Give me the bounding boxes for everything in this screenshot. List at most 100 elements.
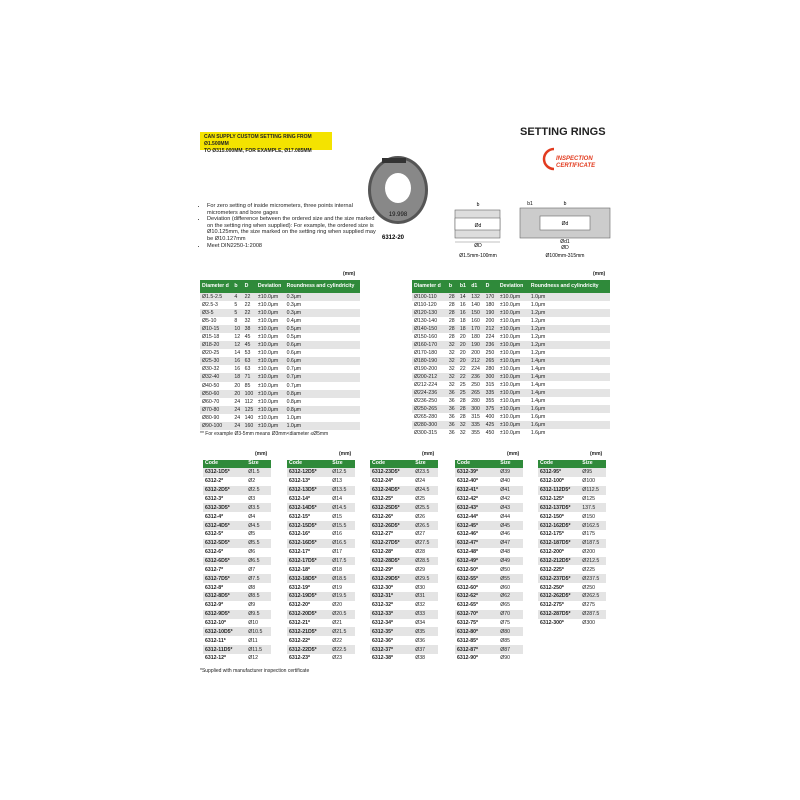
table-row: 6312-29D5* Ø29.5 xyxy=(370,574,438,584)
table-cell: 10 xyxy=(232,325,243,334)
table-row: 6312-27* Ø27 xyxy=(370,530,438,539)
table-cell: 280 xyxy=(485,366,495,372)
size-cell: Ø250 xyxy=(582,584,595,591)
table-cell: 24 xyxy=(232,421,243,430)
size-cell: Ø275 xyxy=(582,602,595,609)
code-cell: 6312-187D5* xyxy=(538,538,581,548)
table-cell: 28 xyxy=(448,334,455,340)
feature: Meet DIN2250-1:2008 xyxy=(207,243,377,250)
size-cell: Ø20 xyxy=(332,602,343,609)
size-cell: Ø13 xyxy=(332,478,343,485)
table-cell: 22 xyxy=(244,302,251,309)
table-cell: 36 xyxy=(446,421,458,429)
size-cell: Ø21 xyxy=(332,620,343,627)
unit: (mm) xyxy=(590,451,603,457)
table-cell: ±10.0μm xyxy=(255,357,285,366)
table-cell: Ø190-200 xyxy=(414,366,438,372)
table-cell: 63 xyxy=(242,357,256,366)
table-cell: 22 xyxy=(242,293,256,302)
diagram-label: b1 xyxy=(527,201,533,207)
header-row: Code Size xyxy=(538,460,606,468)
table-row: 6312-16D5* Ø16.5 xyxy=(287,538,355,548)
table-row: 6312-17D5* Ø17.5 xyxy=(287,556,355,566)
table-cell: Ø90-100 xyxy=(200,421,233,430)
table-cell: ±10.0μm xyxy=(257,366,279,373)
table-cell: 0.7μm xyxy=(286,382,302,389)
code-cell: 6312-28D5* xyxy=(370,556,414,566)
code-cell: 6312-12* xyxy=(205,655,227,662)
table-row: 6312-27D5* Ø27.5 xyxy=(370,538,438,548)
table-row: 6312-87* Ø87 xyxy=(455,645,523,655)
size-cell: Ø11.5 xyxy=(246,645,271,655)
table-cell: 160 xyxy=(471,318,480,324)
code-cell: 6312-2* xyxy=(205,478,224,485)
banner: CAN SUPPLY CUSTOM SETTING RING FROM Ø1.5… xyxy=(200,132,332,154)
table-cell: Ø280-300 xyxy=(412,421,447,429)
size-cell: Ø43 xyxy=(498,503,523,513)
table-row: 6312-44* Ø44 xyxy=(455,512,523,521)
code-table-grid: Code Size 6312-23D5* Ø23.5 6312-24* Ø24 6312-2… xyxy=(370,460,438,663)
table-cell: ±10.0μm xyxy=(499,366,521,372)
note: ** For example Ø3-5mm means Ø3mm<diamete… xyxy=(200,431,329,437)
table-row: 6312-19D5* Ø19.5 xyxy=(287,592,355,601)
table-cell: 5 xyxy=(234,302,238,309)
table-row: Ø40-50 20 85 ±10.0μm 0.7μm xyxy=(200,382,360,390)
code-cell: 6312-24D5* xyxy=(370,485,414,495)
size-cell: Ø28.5 xyxy=(413,556,438,566)
table-cell: 1.4μm xyxy=(530,398,546,404)
table-row: 6312-275* Ø275 xyxy=(538,601,606,610)
code-table: Code Size 6312-12D5* Ø12.5 6312-13* Ø13 6312-1… xyxy=(287,460,355,663)
ring-marking: 19.998 xyxy=(389,212,408,218)
size-cell: Ø48 xyxy=(500,549,510,556)
code-cell: 6312-9* xyxy=(205,602,224,609)
code-cell: 6312-90* xyxy=(457,655,479,662)
size-cell: Ø22 xyxy=(332,637,343,644)
table-row: 6312-36* Ø36 xyxy=(370,636,438,645)
table-row: Ø236-250 36 28 280 355 ±10.0μm 1.4μm xyxy=(412,397,610,405)
code-cell: 6312-75* xyxy=(457,620,479,627)
table-cell: Ø3-5 xyxy=(200,309,233,318)
table-cell: 12 xyxy=(234,334,241,341)
code-cell: 6312-14D5* xyxy=(287,503,331,513)
table-row: 6312-162D5* Ø162.5 xyxy=(538,521,606,531)
code-cell: 6312-4* xyxy=(205,513,224,520)
size-cell: Ø12.5 xyxy=(330,468,355,477)
code-cell: 6312-175* xyxy=(540,531,564,538)
header-cell: b xyxy=(446,280,458,293)
code-table: Code Size 6312-23D5* Ø23.5 6312-24* Ø24 6312-2… xyxy=(370,460,438,663)
table-cell: Ø224-236 xyxy=(412,389,447,397)
feature-list: For zero setting of inside micrometers, … xyxy=(198,203,377,249)
table-cell: 1.2μm xyxy=(528,309,610,317)
table-cell: 1.0μm xyxy=(530,302,546,308)
table-row: Ø170-180 32 20 200 250 ±10.0μm 1.2μm xyxy=(412,349,610,357)
code-cell: 6312-29* xyxy=(372,566,394,573)
size-cell: Ø287.5 xyxy=(580,609,606,619)
table-row: 6312-8* Ø8 xyxy=(203,583,271,592)
table-row: 6312-38* Ø38 xyxy=(370,654,438,663)
code-cell: 6312-1D5* xyxy=(203,468,247,477)
table-row: Ø100-110 28 14 132 170 ±10.0μm 1.0μm xyxy=(412,293,610,301)
header-cell: Code xyxy=(370,460,414,468)
table-row: 6312-42* Ø42 xyxy=(455,495,523,504)
code-cell: 6312-15D5* xyxy=(287,521,331,531)
table-cell: 28 xyxy=(446,325,458,333)
code-cell: 6312-6D5* xyxy=(203,556,247,566)
table-row: 6312-3* Ø3 xyxy=(203,495,271,504)
code-cell: 6312-125* xyxy=(540,496,564,502)
table-cell: 1.4μm xyxy=(528,389,610,397)
table-cell: 212 xyxy=(469,357,484,365)
table-row: 6312-10* Ø10 xyxy=(203,619,271,628)
code-table-grid: Code Size 6312-12D5* Ø12.5 6312-13* Ø13 6312-1… xyxy=(287,460,355,663)
table-cell: Ø32-40 xyxy=(200,373,233,382)
code-cell: 6312-16D5* xyxy=(287,538,331,548)
table-row: 6312-46* Ø46 xyxy=(455,530,523,539)
table-cell: ±10.0μm xyxy=(499,430,521,436)
product-code: 6312-20 xyxy=(382,235,405,241)
code-cell: 6312-21* xyxy=(289,620,311,627)
table-cell: ±10.0μm xyxy=(257,382,279,389)
table-row: Ø50-60 20 100 ±10.0μm 0.8μm xyxy=(200,389,360,398)
code-table: Code Size 6312-95* Ø95 6312-100* Ø100 6312-112… xyxy=(538,460,606,627)
table-cell: 0.5μm xyxy=(286,334,302,341)
table-cell: 0.8μm xyxy=(286,398,302,405)
